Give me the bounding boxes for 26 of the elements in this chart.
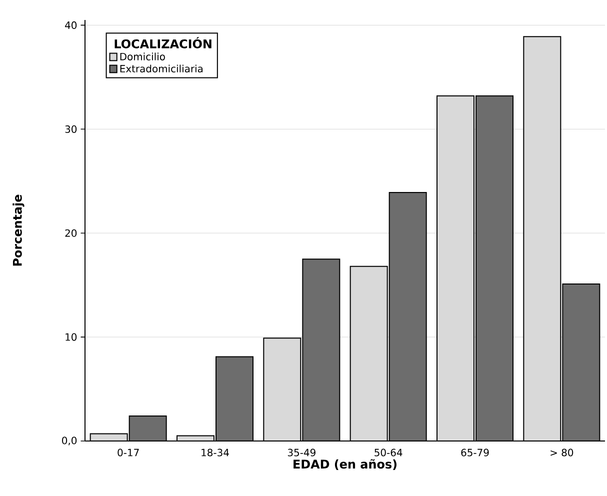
y-tick-label: 30 xyxy=(65,125,77,133)
x-tick-label: 35-49 xyxy=(288,448,316,456)
bar xyxy=(264,338,301,441)
legend-label: Domicilio xyxy=(120,52,165,60)
y-tick-label: 40 xyxy=(65,21,77,29)
x-tick-label: > 80 xyxy=(550,448,574,456)
x-tick-label: 0-17 xyxy=(118,448,139,456)
y-tick-label: 20 xyxy=(65,229,77,237)
bar xyxy=(437,96,474,441)
y-tick-label: 10 xyxy=(66,333,77,341)
bar xyxy=(216,356,253,441)
bar xyxy=(350,266,388,441)
bar xyxy=(389,192,426,441)
x-tick-label: 18-34 xyxy=(202,448,229,456)
x-tick-label: 65-79 xyxy=(461,448,489,456)
y-axis-title: Porcentaje xyxy=(12,194,24,266)
bar xyxy=(562,284,600,441)
legend-title: LOCALIZACIÓN xyxy=(114,37,212,48)
bar xyxy=(129,416,166,441)
bar xyxy=(523,36,562,441)
bar xyxy=(476,96,513,441)
y-tick-label: 0,0 xyxy=(62,436,77,446)
legend-label: Extradomiciliaria xyxy=(120,64,203,72)
bar xyxy=(302,259,340,441)
x-tick-label: 50-64 xyxy=(374,448,402,456)
x-axis-title: EDAD (en años) xyxy=(294,459,396,470)
